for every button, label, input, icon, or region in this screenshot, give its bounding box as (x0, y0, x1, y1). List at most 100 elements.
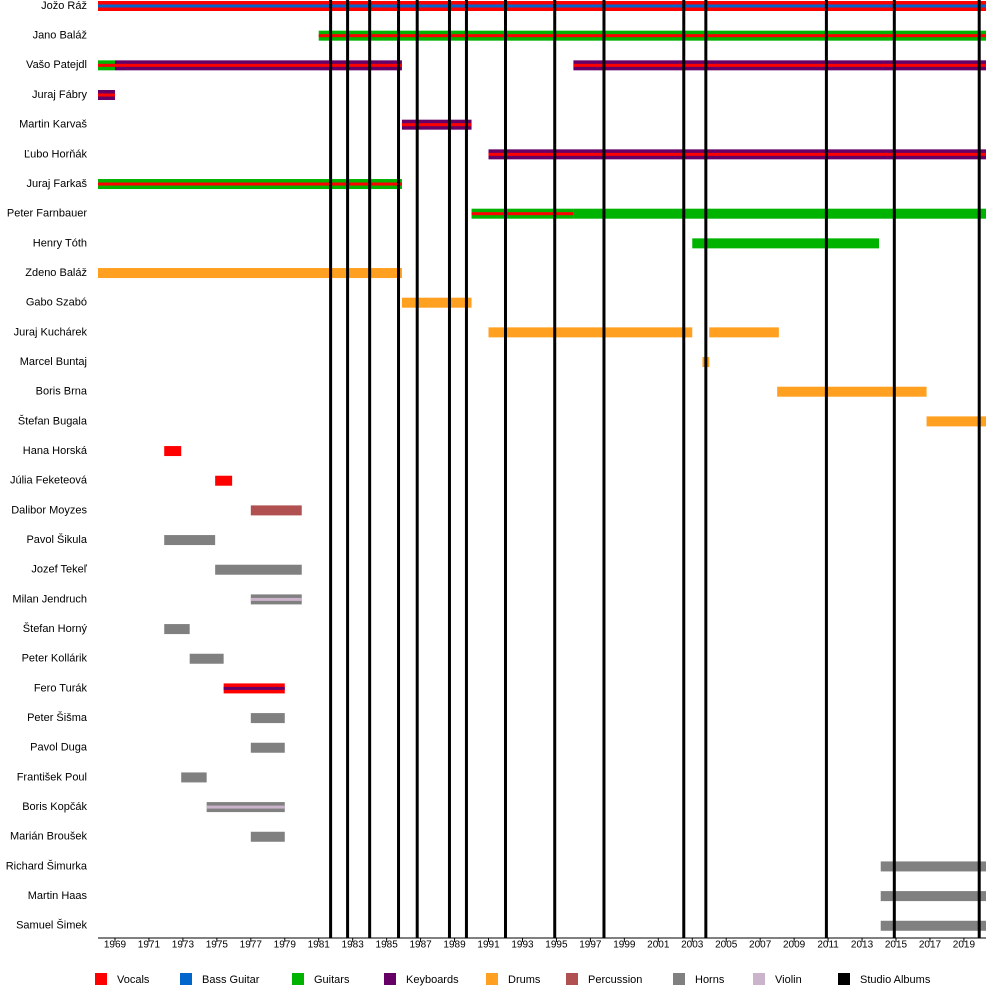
role-stripe (250, 597, 302, 601)
x-tick-label: 1983 (342, 940, 365, 951)
membership-bar (880, 891, 986, 902)
legend-swatch (753, 973, 765, 985)
x-tick-label: 2001 (647, 940, 670, 951)
role-stripe (488, 152, 986, 156)
legend-swatch (838, 973, 850, 985)
x-tick-label: 2005 (715, 940, 738, 951)
legend-label: Percussion (588, 974, 642, 986)
membership-bar (777, 386, 927, 397)
member-name: Peter Šišma (27, 711, 88, 724)
x-tick-label: 1997 (579, 940, 602, 951)
member-name: Henry Tóth (33, 237, 87, 249)
member-name: Juraj Fábry (32, 89, 88, 101)
member-name: Zdeno Baláž (25, 267, 87, 279)
legend-swatch (95, 973, 107, 985)
member-name: Marián Broušek (10, 831, 88, 843)
legend-label: Studio Albums (860, 974, 931, 986)
role-stripe (98, 182, 402, 186)
member-name: Dalibor Moyzes (11, 504, 87, 516)
role-stripe (573, 63, 986, 67)
legend-label: Bass Guitar (202, 974, 260, 986)
membership-bar (926, 416, 986, 427)
x-tick-label: 2013 (851, 940, 874, 951)
member-name: Peter Kollárik (22, 653, 88, 665)
membership-bar (164, 446, 182, 457)
legend-label: Violin (775, 974, 802, 986)
membership-bar (250, 505, 302, 516)
x-tick-label: 2015 (885, 940, 908, 951)
member-name: Hana Horská (23, 445, 88, 457)
role-stripe (401, 123, 472, 127)
member-name: Pavol Šikula (26, 533, 87, 546)
legend-swatch (673, 973, 685, 985)
member-name: Štefan Horný (23, 622, 88, 635)
membership-bar (98, 268, 402, 279)
member-name: Milan Jendruch (12, 593, 87, 605)
x-tick-label: 1977 (240, 940, 263, 951)
role-stripe (471, 212, 574, 216)
member-name: Richard Šimurka (6, 859, 88, 872)
member-name: Júlia Feketeová (10, 475, 88, 487)
x-tick-label: 1999 (613, 940, 636, 951)
member-name: Ľubo Horňák (24, 148, 87, 160)
member-name: Fero Turák (34, 682, 88, 694)
member-name: Boris Brna (36, 386, 88, 398)
member-name: Marcel Buntaj (20, 356, 87, 368)
x-tick-label: 2007 (749, 940, 772, 951)
member-name: Vašo Patejdl (26, 59, 87, 71)
x-tick-label: 1979 (274, 940, 297, 951)
x-tick-label: 2009 (783, 940, 806, 951)
legend-label: Drums (508, 974, 541, 986)
member-name: Gabo Szabó (26, 297, 87, 309)
membership-bar (880, 861, 986, 872)
x-tick-label: 2011 (817, 940, 839, 951)
legend-label: Guitars (314, 974, 350, 986)
membership-bar (215, 475, 233, 486)
membership-bar (488, 327, 693, 338)
x-tick-label: 1975 (206, 940, 229, 951)
x-tick-label: 1969 (104, 940, 127, 951)
role-stripe (114, 63, 402, 67)
role-stripe (318, 34, 986, 38)
role-stripe (223, 686, 285, 690)
x-tick-label: 1991 (477, 940, 500, 951)
x-tick-label: 1993 (511, 940, 534, 951)
role-stripe (98, 63, 115, 67)
legend-swatch (486, 973, 498, 985)
x-tick-label: 1973 (172, 940, 195, 951)
x-tick-label: 1989 (443, 940, 466, 951)
member-name: Jano Baláž (33, 30, 87, 42)
x-tick-label: 1995 (545, 940, 568, 951)
membership-bar (250, 742, 285, 753)
legend-label: Horns (695, 974, 725, 986)
membership-bar (573, 208, 986, 219)
member-name: Juraj Kuchárek (14, 326, 88, 338)
legend-swatch (292, 973, 304, 985)
legend-label: Keyboards (406, 974, 459, 986)
x-tick-label: 1987 (409, 940, 432, 951)
member-name: Pavol Duga (30, 742, 88, 754)
role-stripe (98, 93, 115, 97)
x-tick-label: 2017 (919, 940, 942, 951)
legend-swatch (566, 973, 578, 985)
x-tick-label: 1981 (308, 940, 331, 951)
membership-bar (189, 653, 224, 664)
x-tick-label: 2019 (953, 940, 976, 951)
member-name: Martin Karvaš (19, 119, 87, 131)
membership-bar (250, 713, 285, 724)
x-tick-label: 1971 (138, 940, 161, 951)
legend-label: Vocals (117, 974, 150, 986)
legend-swatch (180, 973, 192, 985)
membership-bar (250, 831, 285, 842)
membership-bar (181, 772, 207, 783)
role-stripe (206, 805, 285, 809)
member-name: Peter Farnbauer (7, 208, 87, 220)
membership-bar (215, 564, 302, 575)
member-name: Martin Haas (28, 890, 88, 902)
member-name: František Poul (17, 771, 87, 783)
member-name: Jozef Tekeľ (31, 564, 87, 576)
membership-bar (401, 297, 472, 308)
x-tick-label: 2003 (681, 940, 704, 951)
membership-bar (164, 535, 216, 546)
